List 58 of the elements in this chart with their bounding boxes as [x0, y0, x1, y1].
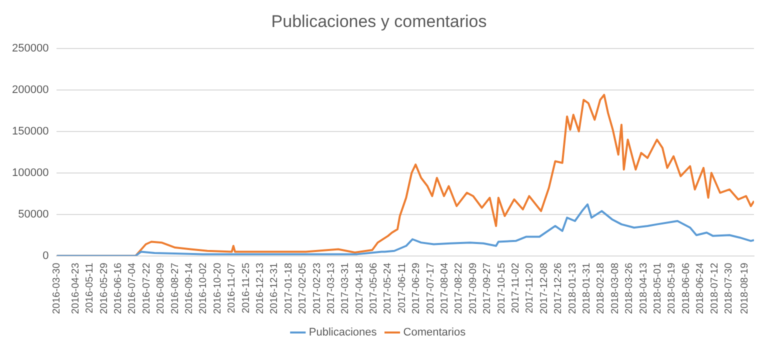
x-tick-label: 2016-09-14 — [184, 262, 195, 314]
x-tick-label: 2016-06-16 — [112, 262, 124, 314]
x-tick-label: 2016-08-09 — [156, 262, 167, 314]
y-tick-label: 0 — [42, 250, 49, 262]
x-tick-label: 2016-08-27 — [170, 262, 181, 314]
y-tick-label: 250000 — [12, 42, 49, 54]
x-tick-label: 2016-07-22 — [141, 262, 152, 314]
x-tick-label: 2017-06-29 — [411, 262, 422, 314]
x-tick-label: 2017-07-17 — [425, 262, 436, 314]
y-tick-label: 50000 — [18, 208, 49, 220]
x-tick-label: 2016-05-11 — [84, 262, 96, 314]
x-tick-label: 2018-05-01 — [652, 262, 664, 314]
x-tick-label: 2018-03-08 — [610, 262, 621, 314]
x-tick-label: 2018-07-12 — [709, 262, 720, 314]
legend-label: Publicaciones — [308, 326, 378, 339]
x-tick-label: 2018-03-26 — [624, 262, 636, 314]
x-tick-label: 2017-02-05 — [298, 262, 309, 314]
chart-title: Publicaciones y comentarios — [271, 12, 487, 31]
x-tick-label: 2016-11-25 — [240, 262, 252, 314]
x-tick-label: 2016-04-23 — [70, 262, 82, 314]
x-tick-label: 2018-08-19 — [739, 262, 750, 314]
x-tick-label: 2017-11-20 — [524, 262, 536, 314]
x-tick-label: 2018-06-24 — [695, 262, 706, 314]
x-tick-label: 2018-01-13 — [567, 262, 578, 314]
x-tick-label: 2017-03-31 — [340, 262, 352, 314]
x-tick-label: 2016-05-29 — [98, 262, 110, 314]
x-tick-label: 2017-09-09 — [468, 262, 479, 314]
x-tick-label: 2017-09-27 — [482, 262, 494, 314]
y-tick-label: 100000 — [12, 166, 49, 179]
x-tick-label: 2016-10-20 — [212, 262, 224, 314]
x-tick-label: 2018-04-13 — [638, 262, 650, 314]
legend-label: Comentarios — [403, 326, 466, 339]
x-tick-label: 2018-06-06 — [680, 262, 692, 314]
x-tick-label: 2016-12-31 — [269, 262, 280, 314]
x-tick-label: 2017-05-06 — [368, 262, 380, 314]
x-tick-label: 2017-08-04 — [440, 262, 451, 314]
x-tick-label: 2017-12-26 — [553, 262, 564, 314]
y-tick-label: 200000 — [12, 84, 49, 96]
x-tick-label: 2017-08-22 — [454, 262, 465, 314]
x-tick-label: 2017-12-08 — [538, 262, 550, 314]
x-tick-label: 2016-11-07 — [226, 262, 238, 314]
x-tick-label: 2017-06-11 — [396, 262, 408, 314]
y-tick-label: 150000 — [12, 125, 49, 138]
x-tick-label: 2018-01-31 — [582, 262, 593, 314]
x-tick-label: 2018-02-18 — [596, 262, 607, 314]
x-tick-label: 2018-05-19 — [666, 262, 678, 314]
x-tick-label: 2017-01-18 — [283, 262, 294, 314]
x-tick-label: 2017-02-23 — [312, 262, 323, 314]
x-tick-label: 2017-10-15 — [496, 262, 508, 314]
x-tick-label: 2017-11-02 — [510, 262, 522, 314]
x-tick-label: 2016-03-30 — [51, 262, 62, 314]
x-tick-label: 2017-04-18 — [354, 262, 366, 314]
x-tick-label: 2018-07-30 — [724, 262, 735, 314]
x-tick-label: 2017-05-24 — [382, 262, 394, 314]
x-tick-label: 2016-10-02 — [198, 262, 210, 314]
x-tick-label: 2017-03-13 — [326, 262, 337, 314]
x-tick-label: 2016-07-04 — [127, 262, 138, 314]
x-tick-label: 2016-12-13 — [254, 262, 266, 314]
